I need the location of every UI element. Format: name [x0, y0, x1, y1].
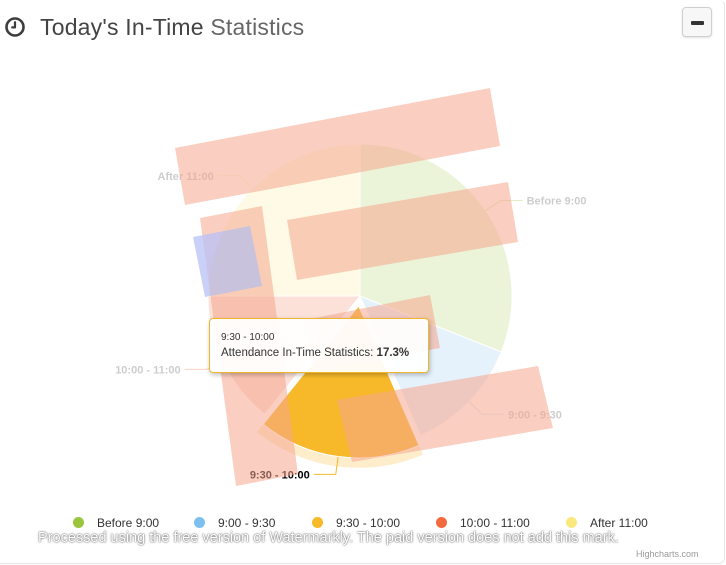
tooltip-value: 17.3% [376, 347, 410, 359]
tooltip-header: 9:30 - 10:00 [221, 332, 275, 343]
legend-marker [194, 517, 205, 528]
legend-label: 10:00 - 11:00 [460, 516, 530, 530]
panel-title: Today's In-Time Statistics [40, 14, 304, 41]
highcharts-credits[interactable]: Highcharts.com [636, 549, 699, 559]
legend-marker [436, 517, 447, 528]
pie-chart: Before 9:009:00 - 9:309:30 - 10:0010:00 … [115, 88, 587, 486]
watermark-shape [193, 226, 262, 297]
panel-title-main: Today's In-Time [40, 14, 204, 40]
watermark-shape [337, 366, 553, 462]
panel-header: Today's In-Time Statistics [0, 0, 726, 56]
watermark-shape [287, 182, 518, 280]
tooltip-series-name: Attendance In-Time Statistics: [221, 347, 374, 359]
data-label: 10:00 - 11:00 [115, 364, 180, 376]
legend-label: 9:30 - 10:00 [336, 516, 401, 530]
legend-marker [566, 517, 577, 528]
minus-icon [691, 21, 704, 25]
legend-label: Before 9:00 [97, 516, 160, 530]
watermark-shape [175, 88, 500, 205]
chart-tooltip: 9:30 - 10:00 Attendance In-Time Statisti… [209, 318, 429, 373]
clock-icon [5, 17, 25, 37]
watermark-text: Processed using the free version of Wate… [38, 530, 619, 546]
legend-marker [312, 517, 323, 528]
legend-label: After 11:00 [590, 516, 648, 530]
collapse-button[interactable] [682, 7, 712, 37]
legend-label: 9:00 - 9:30 [218, 516, 276, 530]
data-label: Before 9:00 [527, 195, 587, 207]
legend-marker [73, 517, 84, 528]
panel-title-light: Statistics [210, 14, 305, 40]
chart-legend: Before 9:00 9:00 - 9:30 9:30 - 10:00 10:00 … [0, 514, 726, 534]
data-label-connector [313, 456, 339, 475]
tooltip-body: Attendance In-Time Statistics: 17.3% [221, 347, 409, 359]
